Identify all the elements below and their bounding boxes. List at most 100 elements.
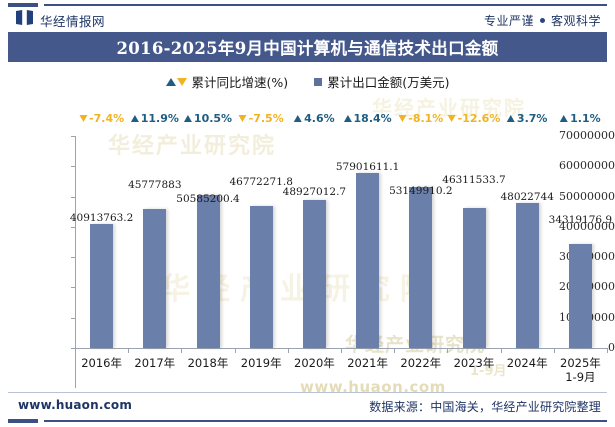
growth-rate-value: -8.1% (408, 112, 444, 125)
growth-rate-label: 3.7% (506, 112, 548, 125)
y-axis-tick-mark (71, 226, 75, 228)
y-axis-tick-mark (71, 196, 75, 198)
growth-rate-label: -8.1% (398, 112, 443, 125)
x-axis-label: 2023年 (454, 356, 495, 370)
triangle-up-icon (343, 115, 352, 122)
x-axis-tick-mark (181, 348, 183, 353)
x-axis-tick-mark (500, 348, 502, 353)
x-axis-label: 2018年 (188, 356, 229, 370)
tagline-dot-icon (539, 18, 545, 23)
growth-rate-value: 11.9% (140, 112, 179, 125)
brand-header: 华经情报网 专业严谨 客观科学 (0, 8, 615, 32)
y-axis-tick-mark (71, 136, 75, 137)
growth-rate-label: 4.6% (294, 112, 335, 125)
growth-rate-value: 10.5% (193, 112, 233, 125)
y-axis-tick-label: 40000000 (559, 219, 615, 233)
bar[interactable] (515, 202, 539, 348)
triangle-up-down-marker-icon (165, 77, 187, 86)
x-axis-label-main: 2021年 (347, 356, 388, 370)
x-axis-label: 2016年 (81, 356, 122, 370)
triangle-up-icon (506, 115, 515, 122)
triangle-down-icon (176, 77, 187, 86)
footer-site-url[interactable]: www.huaon.com (18, 398, 133, 412)
bar-value-label: 34319176.9 (548, 214, 613, 227)
growth-rate-label: 10.5% (183, 112, 233, 125)
x-axis-label-main: 2017年 (134, 356, 176, 370)
x-axis-label: 2020年 (294, 356, 335, 370)
x-axis-label: 2021年 (347, 356, 388, 370)
bar[interactable] (249, 206, 273, 348)
x-axis-tick-mark (234, 348, 236, 353)
brand-logo-group: 华经情报网 (16, 10, 105, 30)
bar-value-label: 46311533.7 (442, 173, 506, 186)
growth-rate-label: 11.9% (130, 112, 179, 125)
y-axis-tick-mark (71, 317, 75, 319)
x-axis-label-main: 2019年 (240, 356, 282, 370)
x-axis-label: 2017年 (134, 356, 175, 370)
x-axis-label: 2025年 1-9月 (560, 356, 601, 385)
growth-rate-value: 3.7% (516, 112, 548, 125)
y-axis-tick-mark (71, 348, 75, 349)
page-footer: www.huaon.com 数据来源：中国海关，华经产业研究院整理 (0, 394, 615, 420)
legend-label-growth: 累计同比增速(%) (191, 75, 289, 90)
growth-rate-value: 4.6% (304, 112, 335, 125)
bar[interactable] (356, 172, 380, 348)
growth-rate-value: 1.1% (570, 112, 601, 125)
growth-rate-label: 1.1% (560, 112, 601, 125)
x-axis-label-main: 2018年 (187, 356, 229, 370)
legend-label-amount: 累计出口金额(万美元) (327, 75, 450, 90)
top-accent-rule-right (44, 4, 607, 6)
y-axis-line (75, 136, 76, 388)
bar-value-label: 48022744 (500, 190, 554, 203)
y-axis-tick-label: 50000000 (559, 189, 615, 203)
x-axis-tick-mark (607, 348, 608, 353)
x-axis-tick-mark (341, 348, 342, 353)
growth-rate-value: -12.6% (457, 112, 501, 125)
x-axis-tick-mark (553, 348, 555, 353)
tagline-left: 专业严谨 (483, 14, 534, 28)
chart-plot-area: 0100000002000000030000000400000005000000… (0, 100, 615, 388)
triangle-down-icon (447, 115, 456, 122)
triangle-up-icon (560, 115, 569, 122)
bar[interactable] (302, 199, 326, 348)
bar[interactable] (143, 209, 167, 348)
legend-item-growth: 累计同比增速(%) (165, 72, 289, 91)
triangle-down-icon (238, 115, 247, 122)
x-axis-label: 2019年 (241, 356, 282, 370)
x-axis-label-sub: 1-9月 (565, 370, 596, 385)
y-axis-tick-label: 60000000 (559, 159, 615, 173)
bar-value-label: 57901611.1 (335, 160, 400, 173)
y-axis-tick-mark (71, 166, 75, 168)
triangle-down-icon (398, 115, 407, 122)
bar-value-label: 46772271.8 (229, 176, 293, 189)
growth-rate-label: -7.4% (79, 112, 124, 125)
x-axis-label: 2024年 (507, 356, 548, 370)
y-axis-tick-mark (71, 287, 75, 289)
legend-item-amount: 累计出口金额(万美元) (314, 72, 449, 91)
bar[interactable] (409, 187, 433, 348)
triangle-up-icon (294, 115, 303, 122)
triangle-up-icon (165, 77, 176, 86)
y-axis-tick-mark (71, 257, 75, 259)
bar-value-label: 53149910.2 (389, 185, 453, 198)
bar[interactable] (462, 207, 486, 348)
growth-rate-value: -7.5% (248, 112, 284, 125)
page-title: 2016-2025年9月中国计算机与通信技术出口金额 (116, 39, 499, 58)
triangle-down-icon (79, 115, 88, 122)
x-axis-tick-mark (394, 348, 396, 353)
bar-value-label: 45777883 (128, 179, 182, 192)
x-axis-label-main: 2024年 (506, 356, 548, 370)
growth-rate-label: -12.6% (447, 112, 501, 125)
x-axis-label-main: 2020年 (294, 356, 335, 370)
chart-legend: 累计同比增速(%) 累计出口金额(万美元) (0, 72, 615, 91)
bar[interactable] (90, 224, 114, 348)
tagline-right: 客观科学 (550, 14, 601, 28)
y-axis-tick-label: 0 (608, 341, 615, 354)
bar[interactable] (568, 244, 592, 348)
x-axis-label-main: 2025年 (560, 356, 601, 370)
bar-value-label: 50585200.4 (176, 192, 240, 205)
footer-data-source: 数据来源：中国海关，华经产业研究院整理 (369, 400, 601, 414)
x-axis-tick-mark (287, 348, 289, 353)
footer-divider (8, 392, 607, 393)
bar[interactable] (196, 194, 220, 348)
